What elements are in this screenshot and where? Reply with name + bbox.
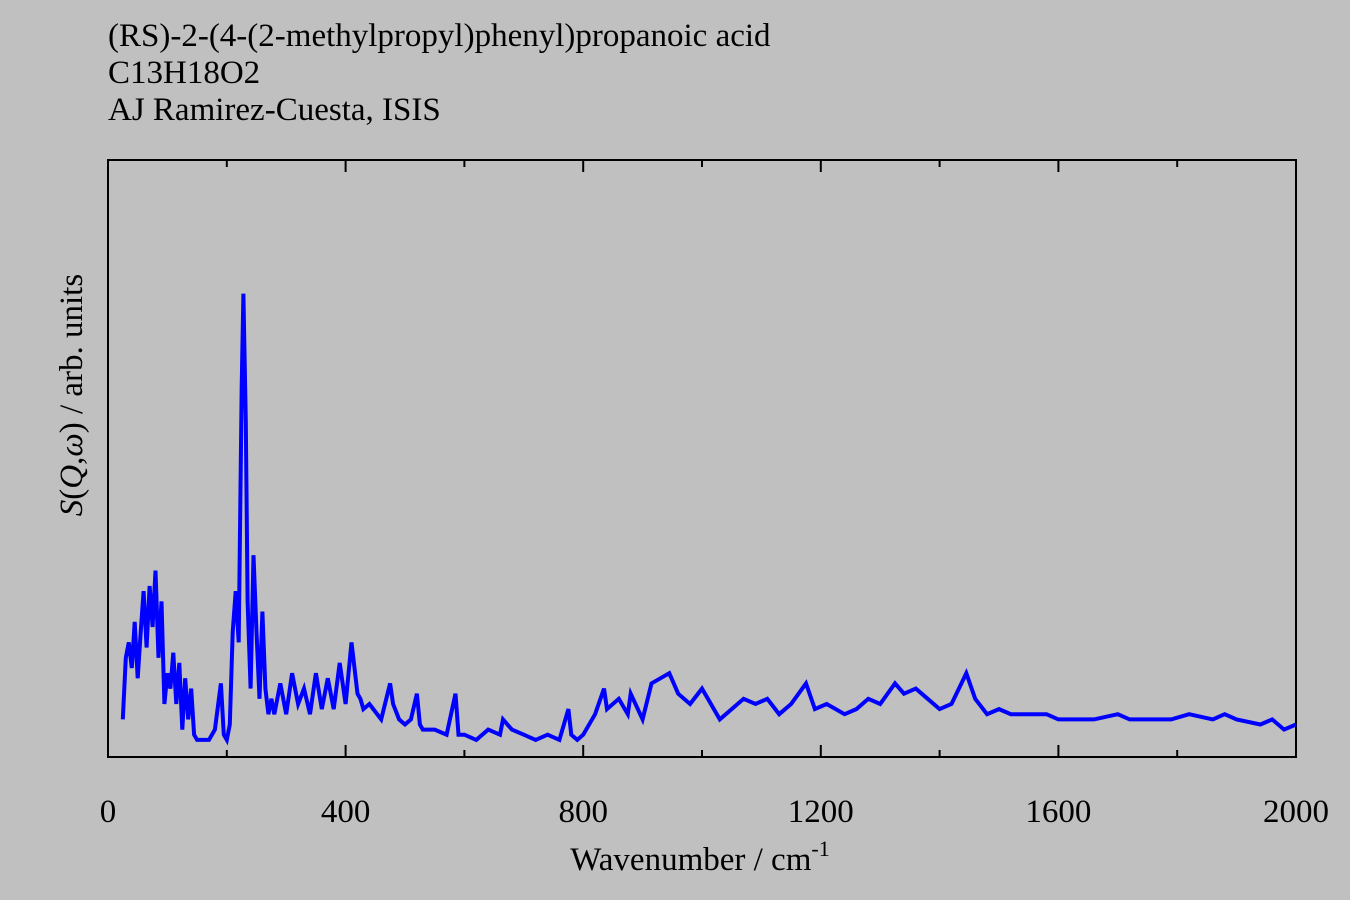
x-tick-label: 800	[558, 794, 608, 830]
x-tick-label: 0	[100, 794, 117, 830]
x-tick-label: 2000	[1263, 794, 1329, 830]
plot-frame	[107, 159, 1297, 758]
compound-name: (RS)-2-(4-(2-methylpropyl)phenyl)propano…	[108, 18, 771, 54]
x-axis-label: Wavenumber / cm-1	[570, 836, 829, 878]
y-axis-label: S(Q,ω) / arb. units	[54, 274, 90, 516]
x-axis-tick-labels: 0 400 800 1200 1600 2000	[100, 794, 1329, 830]
x-tick-label: 400	[321, 794, 371, 830]
chemical-formula: C13H18O2	[108, 55, 261, 91]
x-tick-label: 1600	[1025, 794, 1091, 830]
spectrum-line	[120, 293, 1297, 746]
author-credit: AJ Ramirez-Cuesta, ISIS	[108, 92, 441, 128]
x-tick-label: 1200	[788, 794, 854, 830]
x-axis-ticks	[107, 160, 1297, 757]
chart-header: (RS)-2-(4-(2-methylpropyl)phenyl)propano…	[108, 18, 771, 129]
